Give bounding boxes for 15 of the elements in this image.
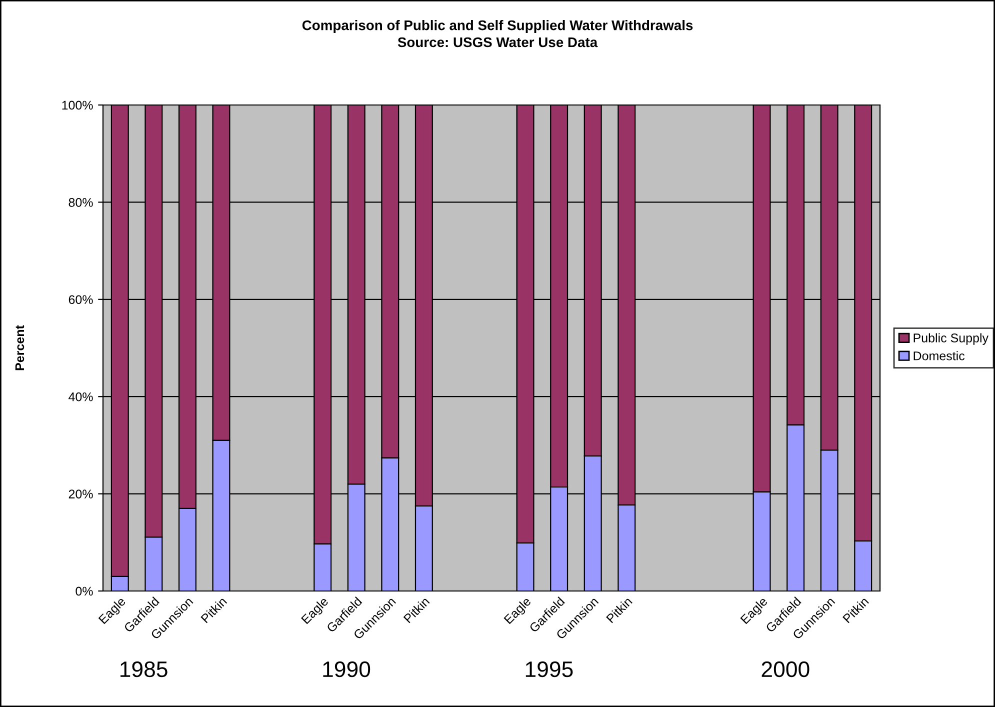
chart-title: Comparison of Public and Self Supplied Water Withdrawals — [302, 20, 693, 33]
y-tick-label: 80% — [68, 198, 93, 207]
y-tick-label: 60% — [68, 295, 93, 304]
y-tick-label: 0% — [76, 586, 93, 596]
legend-label: Public Supply — [914, 333, 988, 345]
chart-subtitle: Source: USGS Water Use Data — [398, 37, 598, 48]
text: 2000 — [762, 661, 810, 678]
y-tick-label: 40% — [68, 392, 93, 402]
text: 1985 — [120, 661, 168, 678]
text: 1990 — [323, 661, 370, 678]
y-tick-label: 20% — [68, 490, 93, 498]
y-tick-label: 100% — [62, 100, 93, 110]
text: 1995 — [526, 661, 573, 678]
legend-label: Domestic — [914, 351, 965, 360]
y-axis-title: Percent — [15, 325, 24, 370]
